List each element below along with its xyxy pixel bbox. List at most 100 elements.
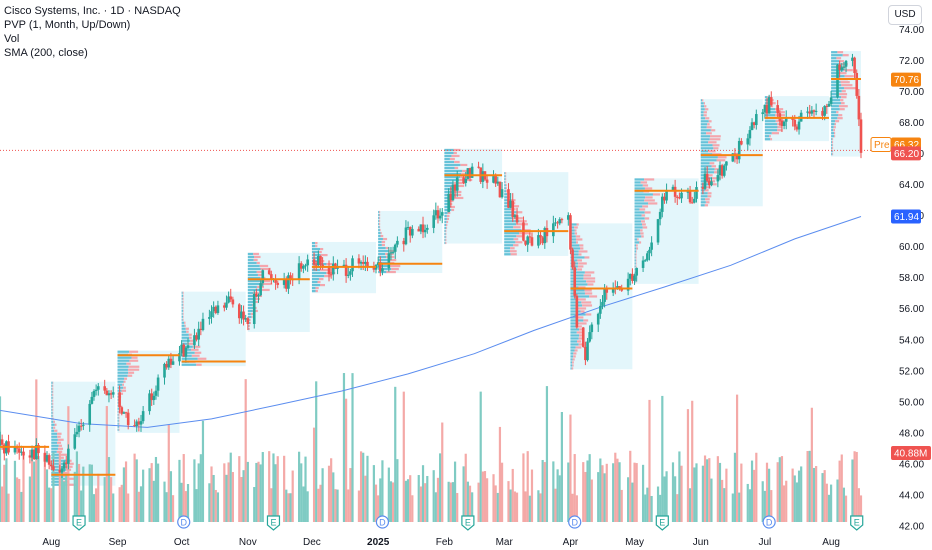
sma-price-label[interactable]: 61.94 [891, 209, 921, 224]
profile-bar-up [117, 425, 119, 428]
volume-bar [362, 452, 365, 522]
candle-body [32, 449, 36, 460]
profile-bar-up [504, 178, 506, 181]
profile-bar-down [118, 425, 120, 428]
profile-bar-up [181, 333, 189, 336]
y-tick-label: 54.00 [899, 335, 924, 346]
profile-bar-up [247, 315, 252, 319]
earnings-marker[interactable]: E [850, 515, 864, 531]
dividend-marker[interactable]: D [568, 515, 582, 529]
profile-bar-down [379, 213, 381, 217]
x-axis: Aug Sep Oct Nov Dec 2025 Feb Mar Apr May Jun Jul Aug [42, 537, 840, 548]
profile-bar-up [247, 300, 256, 304]
candle-body [524, 240, 527, 245]
profile-bar-down [717, 156, 727, 159]
dividend-marker[interactable]: D [762, 515, 776, 529]
profile-bar-up [117, 377, 125, 380]
volume-bar [287, 493, 290, 522]
candle-body [462, 177, 465, 183]
volume-bar [680, 465, 683, 522]
profile-bar-up [831, 150, 833, 153]
volume-bar [644, 494, 647, 522]
profile-bar-up [700, 120, 709, 123]
currency-button[interactable]: USD [888, 5, 922, 25]
profile-bar-down [704, 108, 709, 111]
profile-bar-up [504, 217, 513, 220]
profile-bar-up [444, 232, 446, 236]
dividend-marker[interactable]: D [375, 515, 390, 529]
indicator-pvp[interactable]: PVP (1, Month, Up/Down) [4, 19, 131, 31]
volume-bar [620, 489, 623, 522]
profile-bar-up [831, 108, 840, 111]
profile-bar-down [515, 241, 523, 244]
profile-bar-up [700, 192, 708, 195]
volume-bar [199, 454, 202, 522]
profile-bar-up [570, 337, 579, 340]
profile-bar-down [249, 318, 251, 322]
volume-bar [605, 463, 608, 522]
profile-bar-up [700, 111, 704, 114]
profile-bar-up [444, 235, 446, 239]
candle-body [35, 445, 38, 460]
profile-bar-down [191, 354, 200, 357]
profile-bar-up [444, 148, 454, 152]
profile-area [700, 99, 763, 207]
indicator-volume[interactable]: Vol [4, 33, 20, 45]
candle-body [855, 72, 859, 96]
candle-body [710, 181, 713, 186]
earnings-marker[interactable]: E [72, 515, 86, 531]
candle-body [812, 110, 816, 112]
profile-bar-up [504, 220, 520, 223]
candle-body [573, 267, 577, 296]
earnings-marker[interactable]: E [266, 515, 281, 531]
profile-bar-up [444, 151, 454, 155]
profile-bar-up [634, 211, 645, 214]
volume-bar [186, 484, 190, 522]
profile-bar-down [183, 315, 184, 318]
profile-bar-down [189, 339, 194, 342]
profile-bar-up [504, 187, 506, 190]
profile-bar-down [449, 157, 455, 161]
candle-body [52, 466, 55, 470]
volume-bar [838, 460, 841, 522]
profile-bar-down [445, 229, 447, 233]
profile-bar-up [247, 252, 254, 256]
candle-body [750, 122, 754, 131]
profile-bar-up [51, 441, 57, 444]
price-label-box [891, 146, 921, 161]
last-price-label[interactable]: 66.20 [891, 146, 921, 161]
profile-bar-up [378, 228, 380, 232]
profile-bar-down [184, 324, 186, 327]
profile-bar-down [462, 169, 469, 173]
volume-bar [659, 494, 662, 522]
profile-bar-up [634, 184, 643, 187]
profile-bar-down [840, 72, 847, 75]
profile-bar-down [454, 160, 460, 164]
indicator-sma[interactable]: SMA (200, close) [4, 47, 88, 59]
profile-bar-up [181, 342, 188, 345]
volume-bar [216, 492, 220, 522]
volume-bar [381, 460, 384, 522]
candle-body [661, 196, 664, 212]
symbol-title[interactable]: Cisco Systems, Inc. · 1D · NASDAQ [4, 5, 181, 17]
volume-price-label[interactable]: 40.88M [891, 446, 931, 460]
volume-profiles [51, 51, 861, 486]
volume-bar [768, 468, 771, 522]
candle-body [419, 224, 423, 232]
earnings-marker[interactable]: E [461, 515, 475, 531]
profile-bar-up [831, 144, 833, 147]
profile-bar-down [777, 126, 783, 129]
profile-bar-down [57, 435, 61, 438]
candle-body [528, 236, 532, 238]
profile-bar-up [700, 198, 706, 201]
poc-price-label[interactable]: 70.76 [891, 72, 921, 87]
profile-bar-up [570, 361, 573, 364]
dividend-marker[interactable]: D [177, 515, 191, 529]
profile-bar-up [570, 349, 575, 352]
earnings-marker[interactable]: E [655, 515, 669, 531]
profile-bar-up [570, 325, 578, 328]
profile-bar-down [121, 389, 127, 392]
profile-bar-up [831, 138, 833, 141]
volume-bar [836, 479, 839, 522]
